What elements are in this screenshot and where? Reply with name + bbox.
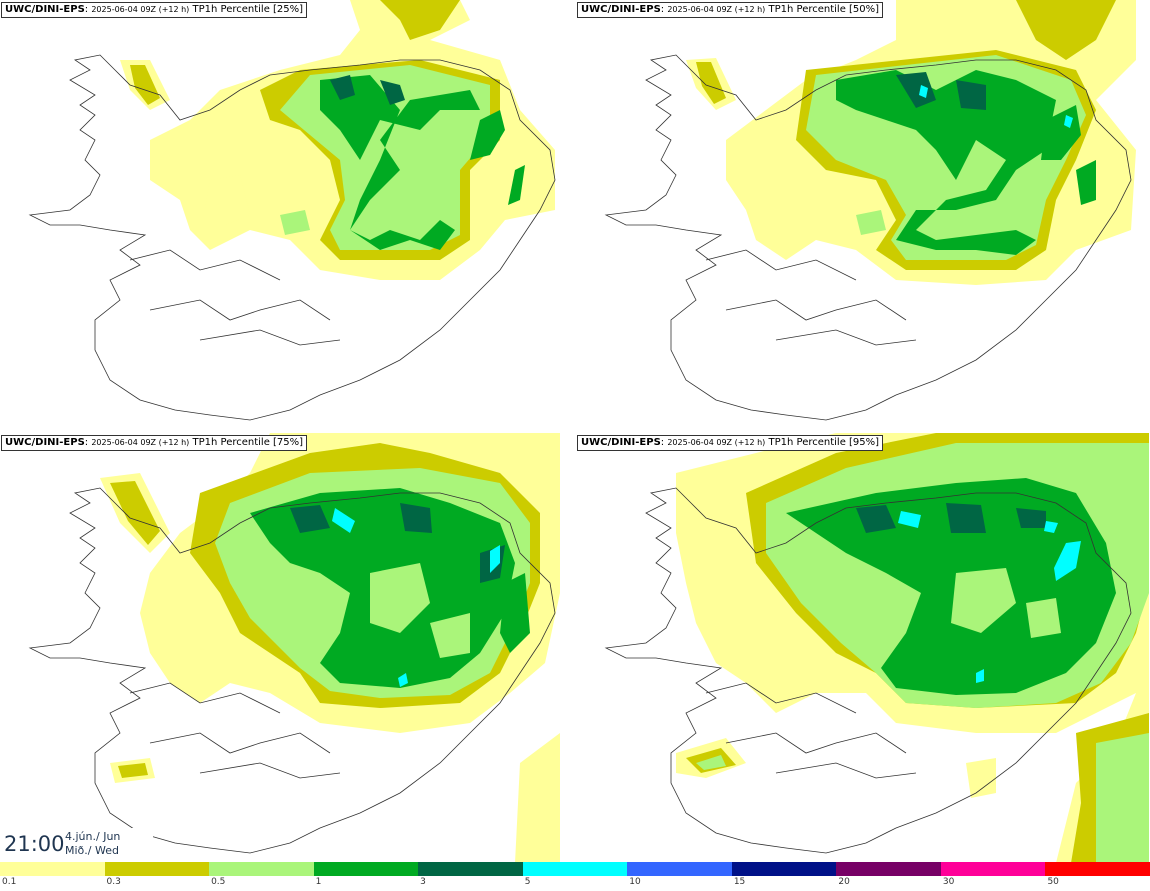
legend-swatch <box>313 862 419 876</box>
panel-source: UWC/DINI-EPS <box>5 4 85 15</box>
precip-map <box>604 433 1149 863</box>
legend-swatch <box>1045 862 1150 876</box>
coastline <box>28 487 556 854</box>
panel-run: 2025-06-04 09Z (+12 h) <box>667 5 766 14</box>
panel-run: 2025-06-04 09Z (+12 h) <box>667 438 766 447</box>
precip-field <box>120 0 555 280</box>
precip-field <box>100 433 560 863</box>
panel-label: TP1h Percentile [95%] <box>768 437 880 448</box>
legend-tick: 5 <box>524 877 531 887</box>
legend-tick: 1 <box>315 877 322 887</box>
map-panel-p95: UWC/DINI-EPS: 2025-06-04 09Z (+12 h) TP1… <box>576 433 1149 863</box>
legend-swatch <box>209 862 314 876</box>
legend-tick: 10 <box>629 877 641 887</box>
valid-time: 21:00 <box>4 832 65 856</box>
panel-title: UWC/DINI-EPS: 2025-06-04 09Z (+12 h) TP1… <box>577 2 884 18</box>
panel-label: TP1h Percentile [50%] <box>768 4 880 15</box>
valid-date: 4.jún./ Jun Mið./ Wed <box>65 830 120 858</box>
panel-source: UWC/DINI-EPS <box>581 437 661 448</box>
map-panel-p25: UWC/DINI-EPS: 2025-06-04 09Z (+12 h) TP1… <box>0 0 573 430</box>
legend-swatch <box>418 862 523 876</box>
panel-source: UWC/DINI-EPS <box>5 437 85 448</box>
legend-tick: 20 <box>838 877 850 887</box>
legend-swatch <box>627 862 732 876</box>
panel-label: TP1h Percentile [25%] <box>192 4 304 15</box>
legend-swatch <box>836 862 941 876</box>
precip-map <box>604 0 1136 421</box>
panel-title: UWC/DINI-EPS: 2025-06-04 09Z (+12 h) TP1… <box>1 2 308 18</box>
coastline <box>604 54 1132 421</box>
legend-swatch <box>522 862 628 876</box>
legend-tick: 30 <box>942 877 955 887</box>
color-legend <box>0 862 1150 876</box>
panel-run: 2025-06-04 09Z (+12 h) <box>91 438 190 447</box>
valid-date-line1: 4.jún./ Jun <box>65 830 121 843</box>
map-panel-p75: UWC/DINI-EPS: 2025-06-04 09Z (+12 h) TP1… <box>0 433 573 863</box>
precip-field <box>686 0 1136 285</box>
legend-tick: 3 <box>420 877 426 887</box>
coastline <box>604 487 1132 854</box>
precip-field <box>676 433 1149 863</box>
panel-label: TP1h Percentile [75%] <box>192 437 304 448</box>
panel-run: 2025-06-04 09Z (+12 h) <box>91 5 190 14</box>
legend-swatch <box>940 862 1046 876</box>
legend-tick: 0.3 <box>106 877 121 887</box>
valid-time-box: 21:00 4.jún./ Jun Mið./ Wed <box>0 828 153 862</box>
legend-swatch <box>104 862 210 876</box>
precip-map <box>28 433 560 863</box>
panel-source: UWC/DINI-EPS <box>581 4 661 15</box>
coastline <box>28 54 556 421</box>
legend-tick: 0.5 <box>211 877 226 887</box>
map-panel-p50: UWC/DINI-EPS: 2025-06-04 09Z (+12 h) TP1… <box>576 0 1149 430</box>
panel-title: UWC/DINI-EPS: 2025-06-04 09Z (+12 h) TP1… <box>577 435 884 451</box>
legend-tick: 50 <box>1047 877 1059 887</box>
valid-date-line2: Mið./ Wed <box>65 844 119 857</box>
legend-swatch <box>0 862 105 876</box>
legend-tick-labels: 0.1 0.3 0.5 1 3 5 10 15 20 30 50 <box>0 877 1150 891</box>
legend-tick: 0.1 <box>2 877 17 887</box>
legend-tick: 15 <box>733 877 746 887</box>
panel-title: UWC/DINI-EPS: 2025-06-04 09Z (+12 h) TP1… <box>1 435 308 451</box>
precip-map <box>28 0 556 421</box>
legend-swatch <box>731 862 837 876</box>
